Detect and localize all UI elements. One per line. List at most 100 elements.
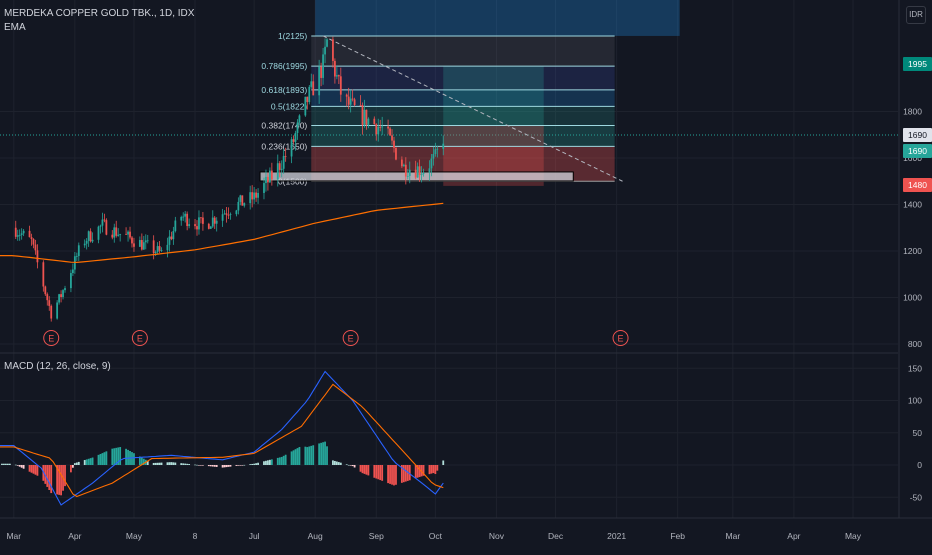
signal-line[interactable] xyxy=(0,383,444,498)
candle-body xyxy=(14,227,17,237)
macd-histogram-bar xyxy=(395,465,397,485)
macd-histogram-bar xyxy=(111,448,114,465)
macd-histogram-bar xyxy=(182,463,185,465)
macd-histogram-bar xyxy=(229,465,232,467)
price-tick-label: 1800 xyxy=(903,107,922,117)
macd-histogram-bar xyxy=(16,465,19,466)
time-tick-label: Aug xyxy=(308,531,323,541)
price-badge-label: 1690 xyxy=(908,130,927,140)
macd-histogram-bar xyxy=(73,463,76,465)
candle-body xyxy=(50,305,53,319)
candle-body xyxy=(402,164,405,167)
fib-band-0.5 xyxy=(311,106,615,126)
candle-body xyxy=(70,273,72,289)
candle-body xyxy=(251,192,254,200)
macd-histogram-bar xyxy=(326,446,328,465)
macd-histogram-bar xyxy=(146,460,149,465)
macd-histogram-bar xyxy=(278,457,281,465)
candle-body xyxy=(20,233,23,235)
time-tick-label: 8 xyxy=(193,531,198,541)
earnings-marker[interactable] xyxy=(131,330,148,346)
candle-body xyxy=(184,213,187,217)
earnings-marker[interactable] xyxy=(43,330,60,346)
candle-body xyxy=(30,237,33,240)
macd-histogram-bar xyxy=(312,445,315,465)
candle-body xyxy=(160,250,163,252)
macd-histogram-bar xyxy=(391,465,393,485)
candle-body xyxy=(361,105,364,125)
macd-histogram-bar xyxy=(381,465,384,481)
earnings-marker-label: E xyxy=(348,334,354,344)
macd-histogram-bar xyxy=(257,462,259,465)
candle-body xyxy=(42,262,45,287)
currency-badge[interactable]: IDR xyxy=(906,6,926,24)
macd-histogram-bar xyxy=(430,465,433,474)
ema-legend[interactable]: EMA xyxy=(4,22,26,33)
candle-body xyxy=(209,226,212,229)
candle-body xyxy=(359,105,362,106)
candle-body xyxy=(365,109,368,125)
candle-body xyxy=(428,168,431,173)
earnings-marker[interactable] xyxy=(612,330,629,346)
macd-histogram-bar xyxy=(332,460,334,465)
fib-band-0.618 xyxy=(311,89,615,107)
candle-body xyxy=(430,158,433,169)
earnings-marker[interactable] xyxy=(342,330,359,346)
candle-body xyxy=(77,245,80,257)
macd-histogram-bar xyxy=(18,465,21,467)
macd-tick-label: 100 xyxy=(908,396,922,406)
ema-line[interactable] xyxy=(0,202,444,264)
candle-body xyxy=(229,214,232,215)
candle-body xyxy=(353,99,356,106)
candle-body xyxy=(420,173,423,176)
macd-histogram-bar xyxy=(198,465,200,466)
price-badge[interactable] xyxy=(903,144,932,158)
candle-body xyxy=(375,124,378,135)
candle-body xyxy=(196,226,198,230)
macd-histogram-bar xyxy=(32,465,35,474)
macd-histogram-bar xyxy=(87,458,90,465)
price-tick-label: 1200 xyxy=(903,246,922,256)
macd-histogram-bar xyxy=(416,465,419,478)
candle-body xyxy=(395,147,397,160)
price-badge[interactable] xyxy=(903,128,932,142)
price-badge[interactable] xyxy=(903,57,932,71)
candle-body xyxy=(270,170,273,180)
candle-body xyxy=(152,240,155,254)
macd-histogram-bar xyxy=(347,464,350,466)
macd-histogram-bar xyxy=(70,465,72,473)
time-tick-label: May xyxy=(126,531,143,541)
macd-histogram-bar xyxy=(324,441,326,465)
macd-histogram-bar xyxy=(345,464,348,465)
earnings-marker-label: E xyxy=(618,334,624,344)
candle-body xyxy=(125,233,127,235)
macd-tick-label: 150 xyxy=(908,363,922,373)
candle-body xyxy=(131,237,133,244)
macd-histogram-bar xyxy=(227,465,230,467)
macd-legend[interactable]: MACD (12, 26, close, 9) xyxy=(4,361,111,372)
macd-histogram-bar xyxy=(180,463,183,465)
macd-histogram-bar xyxy=(158,462,161,465)
candle-body xyxy=(235,210,238,215)
price-badge[interactable] xyxy=(903,178,932,192)
macd-histogram-bar xyxy=(34,465,37,475)
support-box[interactable] xyxy=(259,171,574,182)
candle-body xyxy=(400,159,403,167)
candle-body xyxy=(227,214,230,216)
fibonacci-layer[interactable]: 1(2125) 0.786(1995) 0.618(1893) 0.5(1822) 0.… xyxy=(259,0,680,186)
macd-line[interactable] xyxy=(0,370,444,506)
macd-histogram-bar xyxy=(152,462,155,465)
candle-body xyxy=(133,243,135,247)
candle-body xyxy=(113,227,116,238)
candle-body xyxy=(111,234,114,238)
candle-body xyxy=(391,135,393,141)
macd-histogram-bar xyxy=(168,462,171,465)
candle-body xyxy=(117,234,120,236)
macd-histogram-bar xyxy=(235,465,238,466)
macd-histogram-bar xyxy=(267,460,269,465)
macd-histogram-bar xyxy=(337,462,340,465)
macd-histogram-bar xyxy=(363,465,366,474)
candles-layer xyxy=(14,36,445,322)
